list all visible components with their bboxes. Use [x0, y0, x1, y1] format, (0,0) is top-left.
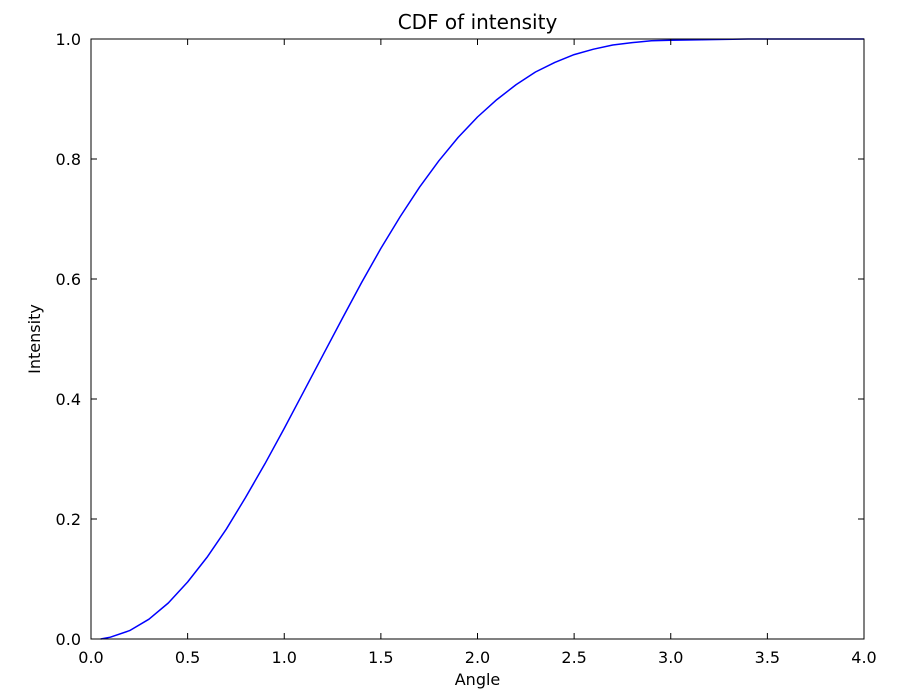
x-tick-label: 0.0 — [78, 648, 103, 667]
x-tick-label: 0.5 — [175, 648, 200, 667]
y-tick-label: 0.0 — [56, 630, 81, 649]
x-tick-label: 1.0 — [272, 648, 297, 667]
y-tick-label: 0.8 — [56, 150, 81, 169]
x-tick-label: 1.5 — [368, 648, 393, 667]
y-tick-label: 0.2 — [56, 510, 81, 529]
x-tick-label: 3.5 — [755, 648, 780, 667]
x-tick-label: 2.5 — [561, 648, 586, 667]
x-tick-label: 2.0 — [465, 648, 490, 667]
axes-frame — [90, 38, 865, 640]
plot-area — [100, 38, 864, 640]
x-tick-label: 4.0 — [851, 648, 876, 667]
chart-title: CDF of intensity — [398, 10, 558, 34]
y-axis-label: Intensity — [25, 304, 44, 374]
y-tick-label: 0.6 — [56, 270, 81, 289]
y-tick-label: 1.0 — [56, 30, 81, 49]
y-tick-label: 0.4 — [56, 390, 81, 409]
series-line-0 — [100, 38, 864, 640]
x-axis-label: Angle — [455, 670, 501, 689]
x-tick-label: 3.0 — [658, 648, 683, 667]
ticks-layer: 0.0 0.5 1.0 1.5 2.0 2.5 3.0 3.5 4.0 0.0 0.2 0.4 0.6 0… — [56, 30, 877, 667]
